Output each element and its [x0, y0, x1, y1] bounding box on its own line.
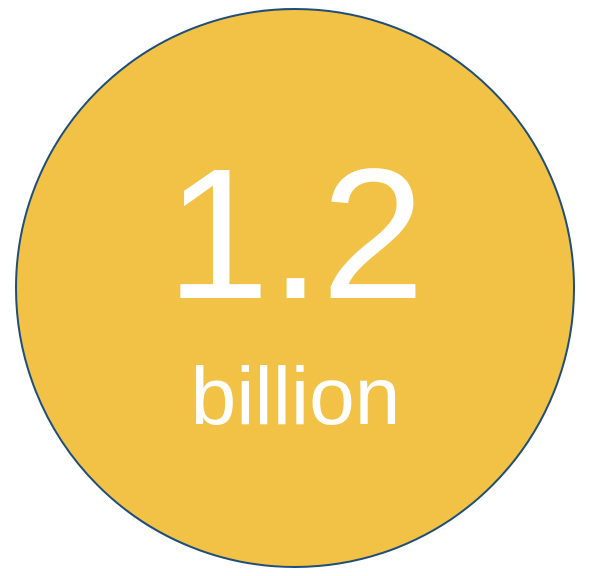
- stat-circle: [15, 8, 575, 568]
- stat-value: 1.2: [166, 131, 425, 338]
- stat-unit-label: billion: [190, 351, 401, 442]
